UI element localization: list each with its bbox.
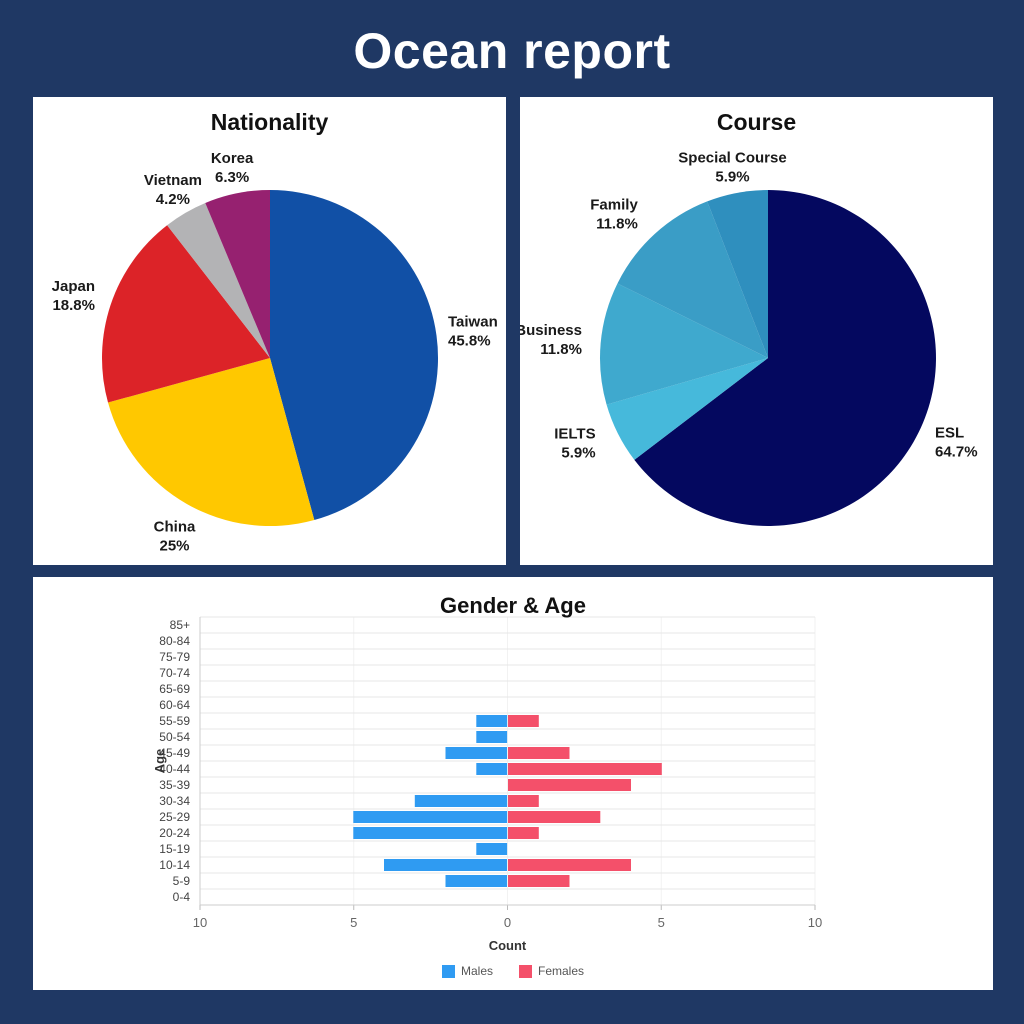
nationality-card: Nationality Taiwan 45.8% China 25% Japan 18.8… bbox=[33, 97, 506, 565]
x-tick-label: 10 bbox=[193, 915, 207, 930]
x-tick-label: 0 bbox=[504, 915, 511, 930]
pie-slice-korea bbox=[205, 190, 270, 358]
pie-label-name-esl: ESL bbox=[935, 425, 964, 442]
legend-males-label: Males bbox=[460, 964, 493, 978]
age-tick-label: 65-69 bbox=[159, 682, 190, 696]
pie-label-pct-special-course: 5.9% bbox=[715, 168, 749, 185]
pie-label-pct-japan: 18.8% bbox=[52, 297, 95, 314]
age-tick-label: 15-19 bbox=[159, 842, 190, 856]
age-tick-label: 45-49 bbox=[159, 746, 190, 760]
bar-males-30-34 bbox=[414, 795, 508, 807]
x-axis-title: Count bbox=[489, 938, 527, 953]
pie-slice-family bbox=[617, 201, 768, 358]
age-tick-label: 50-54 bbox=[159, 730, 190, 744]
x-tick-label: 5 bbox=[658, 915, 665, 930]
bar-males-10-14 bbox=[384, 859, 507, 871]
pie-slice-ielts bbox=[606, 358, 768, 460]
age-tick-label: 40-44 bbox=[159, 762, 190, 776]
age-tick-label: 35-39 bbox=[159, 778, 190, 792]
legend-item-females: Females bbox=[519, 964, 584, 978]
age-tick-label: 25-29 bbox=[159, 810, 190, 824]
x-tick-label: 5 bbox=[350, 915, 357, 930]
pie-label-name-korea: Korea bbox=[211, 150, 254, 167]
pie-label-name-japan: Japan bbox=[52, 278, 95, 295]
gender-age-chart-title: Gender & Age bbox=[440, 593, 586, 618]
pyramid-legend: Males Females bbox=[33, 964, 993, 978]
age-tick-label: 80-84 bbox=[159, 634, 190, 648]
pie-label-name-taiwan: Taiwan bbox=[448, 313, 498, 330]
pie-slice-vietnam bbox=[167, 202, 270, 358]
pie-label-pct-vietnam: 4.2% bbox=[156, 191, 190, 208]
course-card: Course ESL 64.7% IELTS 5.9% Business 11.8% Fam… bbox=[520, 97, 993, 565]
pie-slice-business bbox=[599, 283, 768, 405]
pie-slice-japan bbox=[101, 225, 271, 403]
age-tick-label: 60-64 bbox=[159, 698, 190, 712]
bar-males-40-44 bbox=[476, 763, 508, 775]
age-tick-label: 30-34 bbox=[159, 794, 190, 808]
pie-label-name-family: Family bbox=[590, 197, 638, 214]
bar-females-35-39 bbox=[508, 779, 631, 791]
bar-females-30-34 bbox=[508, 795, 539, 807]
bar-males-20-24 bbox=[353, 827, 508, 839]
pie-label-pct-korea: 6.3% bbox=[215, 169, 249, 186]
bar-males-15-19 bbox=[476, 843, 508, 855]
legend-females-label: Females bbox=[538, 964, 585, 978]
males-color-swatch bbox=[441, 964, 455, 978]
gender-age-card: Gender & Age 10 5 0 5 10 85+ 80-84 75-79 70-74 65… bbox=[33, 577, 993, 990]
bar-males-50-54 bbox=[476, 731, 508, 743]
age-tick-label: 75-79 bbox=[159, 650, 190, 664]
pie-label-pct-esl: 64.7% bbox=[935, 444, 978, 461]
nationality-chart-title: Nationality bbox=[210, 109, 329, 135]
pie-label-name-vietnam: Vietnam bbox=[144, 172, 202, 189]
bar-males-5-9 bbox=[445, 875, 507, 887]
bar-males-55-59 bbox=[476, 715, 508, 727]
pie-label-name-china: China bbox=[154, 519, 196, 536]
age-tick-label: 10-14 bbox=[159, 858, 190, 872]
pie-label-name-special-course: Special Course bbox=[678, 149, 786, 166]
pie-label-pct-taiwan: 45.8% bbox=[448, 332, 491, 349]
age-tick-label: 20-24 bbox=[159, 826, 190, 840]
gender-age-pyramid-chart: 10 5 0 5 10 85+ 80-84 75-79 70-74 65-69 60-64 55-59… bbox=[152, 616, 822, 953]
y-axis-title: Age bbox=[152, 749, 167, 774]
pie-label-name-business: Business bbox=[520, 322, 582, 339]
bar-females-5-9 bbox=[508, 875, 570, 887]
age-tick-label: 70-74 bbox=[159, 666, 190, 680]
age-tick-label: 55-59 bbox=[159, 714, 190, 728]
bar-females-25-29 bbox=[508, 811, 601, 823]
pie-label-pct-ielts: 5.9% bbox=[561, 445, 595, 462]
females-color-swatch bbox=[519, 964, 532, 978]
nationality-pie-chart: Taiwan 45.8% China 25% Japan 18.8% Vietnam 4.2%… bbox=[52, 150, 498, 555]
course-pie-chart: ESL 64.7% IELTS 5.9% Business 11.8% Family 11.8… bbox=[520, 149, 978, 526]
age-tick-label: 85+ bbox=[170, 618, 190, 632]
pie-slice-taiwan bbox=[270, 190, 439, 521]
bar-females-10-14 bbox=[508, 859, 631, 871]
pie-label-pct-family: 11.8% bbox=[596, 216, 638, 233]
course-chart-title: Course bbox=[716, 109, 797, 135]
pie-slice-esl bbox=[634, 190, 936, 526]
bar-males-45-49 bbox=[445, 747, 507, 759]
pie-slice-special-course bbox=[707, 190, 768, 358]
legend-item-males: Males bbox=[441, 964, 493, 978]
page-title: Ocean report bbox=[353, 23, 671, 79]
pie-slice-china bbox=[108, 358, 315, 527]
age-tick-label: 5-9 bbox=[173, 874, 191, 888]
pie-label-pct-business: 11.8% bbox=[540, 341, 582, 358]
x-tick-label: 10 bbox=[808, 915, 822, 930]
bar-females-55-59 bbox=[508, 715, 539, 727]
bar-males-25-29 bbox=[353, 811, 508, 823]
bar-females-45-49 bbox=[508, 747, 570, 759]
bar-females-20-24 bbox=[508, 827, 539, 839]
pie-label-name-ielts: IELTS bbox=[554, 426, 595, 443]
bar-females-40-44 bbox=[508, 763, 662, 775]
age-tick-label: 0-4 bbox=[173, 890, 191, 904]
pie-label-pct-china: 25% bbox=[159, 538, 189, 555]
